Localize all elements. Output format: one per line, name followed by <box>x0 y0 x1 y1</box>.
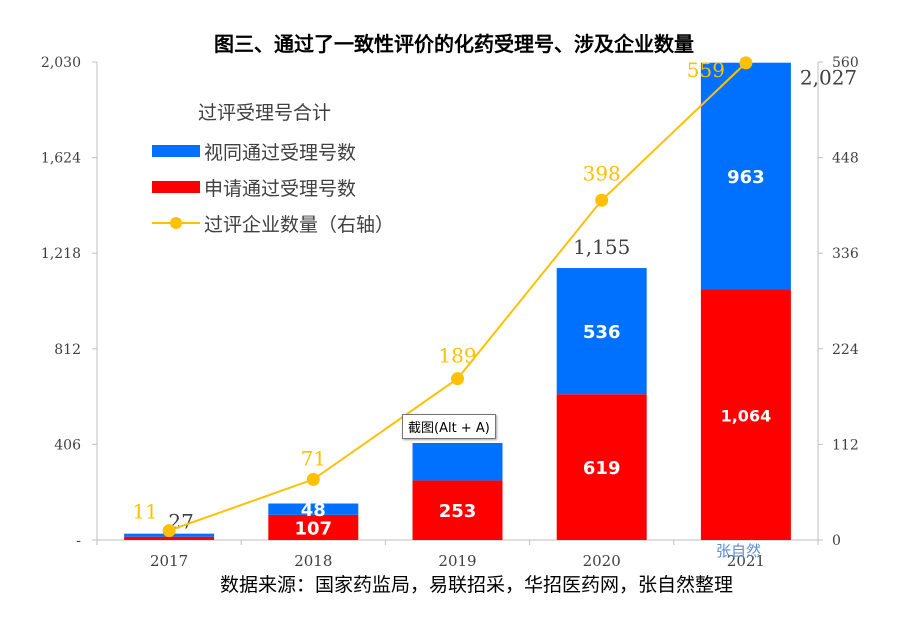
bar-shenqing <box>412 480 503 540</box>
enterprise-point <box>306 472 320 486</box>
bar-value-label: 536 <box>583 322 621 343</box>
source-note: 数据来源：国家药监局，易联招采，华招医药网，张自然整理 <box>220 574 734 596</box>
bar-shitong <box>412 442 503 481</box>
y-right-tick-label: 112 <box>832 437 859 453</box>
y-right-tick-label: 224 <box>832 342 859 358</box>
bar-shitong <box>700 62 791 290</box>
legend-swatch-line <box>152 216 200 230</box>
y-right-tick-label: 0 <box>832 533 841 549</box>
bar-shenqing <box>700 289 791 540</box>
enterprise-point <box>451 372 464 386</box>
y-left-tick-label: 1,624 <box>41 151 81 167</box>
bar-value-label: 619 <box>583 458 621 479</box>
bar-total-label: 2,027 <box>800 66 857 90</box>
x-tick-label: 2020 <box>583 552 621 570</box>
bar-value-label: 48 <box>301 500 326 521</box>
enterprise-value-label: 11 <box>132 500 157 524</box>
bar-shitong <box>268 503 359 515</box>
y-right-tick-label: 448 <box>832 151 859 167</box>
legend-swatch-blue <box>152 145 200 157</box>
enterprise-point <box>162 524 176 538</box>
y-left-tick-label: 2,030 <box>41 55 81 71</box>
y-left-tick-label: - <box>76 533 81 549</box>
screenshot-tooltip: 截图(Alt + A) <box>402 414 496 439</box>
legend-swatch-red <box>152 181 200 193</box>
legend-heading: 过评受理号合计 <box>198 102 332 124</box>
legend-item-enterprises: 过评企业数量（右轴） <box>152 210 394 236</box>
enterprise-value-label: 189 <box>438 344 476 368</box>
x-tick-label: 2019 <box>438 552 476 570</box>
bar-shenqing <box>556 394 647 540</box>
bar-total-label: 1,155 <box>573 235 630 259</box>
legend-label-shitong: 视同通过受理号数 <box>204 141 357 164</box>
y-left-tick-label: 1,218 <box>41 246 81 262</box>
enterprise-value-label: 71 <box>301 446 326 470</box>
bar-value-label: 1,064 <box>721 407 772 426</box>
legend-item-shitong: 视同通过受理号数 <box>152 138 356 164</box>
signature-watermark: 张自然 <box>716 542 762 560</box>
enterprise-point <box>595 193 609 207</box>
bar-value-label: 253 <box>439 501 477 522</box>
legend-label-shenqing: 申请通过受理号数 <box>204 177 357 200</box>
x-tick-label: 2018 <box>294 552 332 570</box>
bar-value-label: 963 <box>727 167 765 188</box>
bar-shenqing <box>124 536 215 540</box>
enterprise-value-label: 559 <box>687 58 725 82</box>
legend-item-shenqing: 申请通过受理号数 <box>152 174 356 200</box>
y-left-tick-label: 812 <box>54 342 81 358</box>
y-left-tick-label: 406 <box>54 437 81 453</box>
bar-shitong <box>556 268 647 395</box>
enterprise-point <box>739 56 753 70</box>
chart-title: 图三、通过了一致性评价的化药受理号、涉及企业数量 <box>214 32 694 56</box>
x-tick-label: 2021 <box>727 552 765 570</box>
bar-value-label: 107 <box>295 518 333 539</box>
legend-label-enterprises: 过评企业数量（右轴） <box>204 213 395 236</box>
y-right-tick-label: 336 <box>832 246 859 262</box>
bar-shenqing <box>268 514 359 540</box>
enterprise-value-label: 398 <box>583 161 621 185</box>
y-right-tick-label: 560 <box>832 55 859 71</box>
x-tick-label: 2017 <box>150 552 188 570</box>
